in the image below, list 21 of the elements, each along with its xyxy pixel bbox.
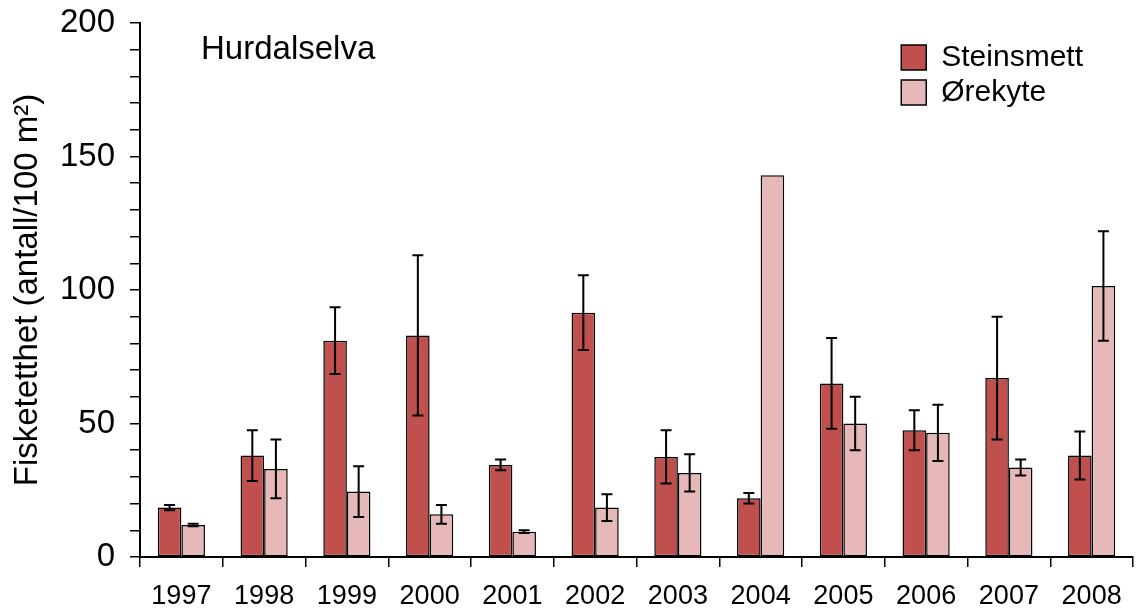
- y-tick-label: 200: [59, 2, 115, 40]
- y-tick-label: 50: [78, 402, 115, 440]
- x-tick-label: 2001: [482, 579, 543, 610]
- x-tick-label: 2000: [399, 579, 460, 610]
- x-tick-label: 2006: [896, 579, 957, 610]
- chart-title: Hurdalselva: [201, 29, 376, 67]
- x-tick-label: 1999: [316, 579, 377, 610]
- y-tick-label: 100: [59, 269, 115, 307]
- legend-label: Ørekyte: [941, 73, 1047, 107]
- x-tick-label: 2007: [978, 579, 1039, 610]
- x-tick-label: 2005: [813, 579, 874, 610]
- x-tick-label: 2008: [1061, 579, 1122, 610]
- x-tick-label: 2004: [730, 579, 791, 610]
- x-tick-label: 2002: [565, 579, 626, 610]
- x-tick-label: 1997: [151, 579, 212, 610]
- legend-label: Steinsmett: [941, 38, 1084, 72]
- y-axis-title: Fisketetthet (antall/100 m²): [6, 93, 44, 487]
- y-tick-label: 150: [59, 135, 115, 173]
- x-tick-label: 1998: [234, 579, 295, 610]
- x-tick-label: 2003: [647, 579, 708, 610]
- y-tick-label: 0: [96, 536, 115, 574]
